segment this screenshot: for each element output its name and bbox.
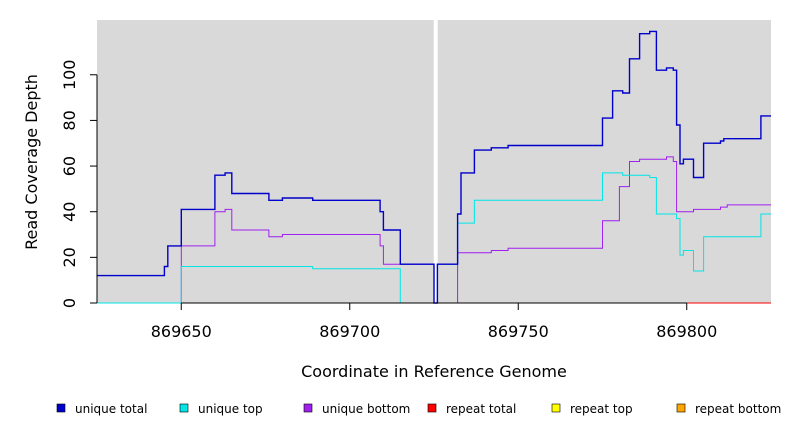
legend-label: unique total xyxy=(75,402,147,416)
y-axis-title: Read Coverage Depth xyxy=(22,74,41,250)
x-tick-label: 869800 xyxy=(656,322,717,341)
series-line-unique-bottom xyxy=(97,156,771,304)
y-tick-label: 40 xyxy=(60,202,79,222)
x-axis-title: Coordinate in Reference Genome xyxy=(301,362,567,381)
legend-label: unique top xyxy=(198,402,263,416)
x-tick-label: 869750 xyxy=(488,322,549,341)
legend-item-unique-top: unique top xyxy=(179,402,263,416)
legend-item-unique-bottom: unique bottom xyxy=(303,402,410,416)
legend-swatch xyxy=(427,403,437,413)
legend-item-repeat-bottom: repeat bottom xyxy=(676,402,781,416)
x-axis: 869650 869700 869750 869800 xyxy=(151,302,717,341)
legend-label: repeat top xyxy=(570,402,633,416)
legend-swatch xyxy=(56,403,66,413)
y-tick-label: 20 xyxy=(60,247,79,267)
y-tick-label: 100 xyxy=(60,60,79,91)
legend-swatch xyxy=(179,403,189,413)
legend: unique total unique top unique bottom repea… xyxy=(56,402,781,416)
legend-swatch xyxy=(303,403,313,413)
legend-swatch xyxy=(676,403,686,413)
x-tick-label: 869650 xyxy=(151,322,212,341)
gap-marker xyxy=(433,20,438,303)
y-axis: 0 20 40 60 80 100 xyxy=(60,60,98,308)
y-tick-label: 60 xyxy=(60,156,79,176)
y-tick-label: 0 xyxy=(60,298,79,308)
series-line-unique-top xyxy=(97,172,771,304)
legend-label: unique bottom xyxy=(322,402,410,416)
x-tick-label: 869700 xyxy=(319,322,380,341)
legend-item-unique-total: unique total xyxy=(56,402,147,416)
legend-swatch xyxy=(551,403,561,413)
legend-label: repeat bottom xyxy=(695,402,781,416)
legend-item-repeat-total: repeat total xyxy=(427,402,516,416)
legend-label: repeat total xyxy=(446,402,516,416)
legend-item-repeat-top: repeat top xyxy=(551,402,633,416)
series-line-unique-total xyxy=(97,30,771,304)
y-tick-label: 80 xyxy=(60,110,79,130)
